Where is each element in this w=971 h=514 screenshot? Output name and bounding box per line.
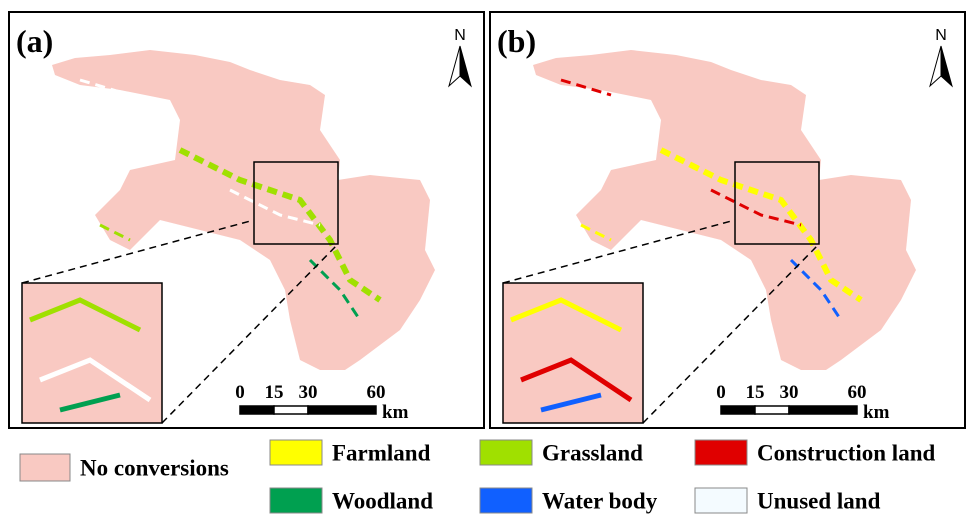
conversion-patch bbox=[178, 147, 382, 303]
conversion-patch bbox=[99, 223, 131, 242]
north-arrow bbox=[940, 45, 953, 88]
zoom-box bbox=[253, 161, 339, 245]
zoom-line bbox=[502, 219, 736, 284]
north-arrow bbox=[459, 45, 472, 88]
legend-label: No conversions bbox=[80, 456, 229, 481]
north-label: N bbox=[935, 27, 947, 44]
conversion-patch bbox=[79, 78, 131, 97]
inset-patch bbox=[540, 392, 602, 413]
conversion-patch bbox=[308, 258, 362, 321]
legend-label: Grassland bbox=[542, 441, 643, 466]
legend-swatch bbox=[269, 439, 323, 466]
legend-label: Farmland bbox=[332, 441, 431, 466]
scale-segment bbox=[754, 405, 790, 415]
legend-label: Unused land bbox=[757, 489, 881, 514]
inset-patch bbox=[520, 357, 633, 403]
legend-swatch bbox=[19, 453, 71, 482]
scale-unit: km bbox=[863, 402, 890, 423]
conversion-patch bbox=[580, 223, 612, 242]
inset-patch bbox=[29, 297, 142, 333]
zoom-line bbox=[161, 243, 339, 424]
scale-tick: 15 bbox=[746, 382, 765, 403]
legend-label: Woodland bbox=[332, 489, 433, 514]
conversion-patch bbox=[789, 258, 843, 321]
scale-segment bbox=[720, 405, 756, 415]
inset-patch bbox=[510, 297, 623, 333]
legend-swatch bbox=[694, 487, 748, 514]
scale-segment bbox=[239, 405, 275, 415]
scale-tick: 0 bbox=[716, 382, 726, 403]
legend-label: Water body bbox=[542, 489, 658, 514]
scale-tick: 30 bbox=[780, 382, 799, 403]
zoom-line bbox=[642, 243, 820, 424]
north-label: N bbox=[454, 27, 466, 44]
scale-tick: 0 bbox=[235, 382, 245, 403]
legend-swatch bbox=[479, 439, 533, 466]
zoom-box bbox=[734, 161, 820, 245]
scale-tick: 30 bbox=[299, 382, 318, 403]
conversion-patch bbox=[229, 188, 321, 227]
legend-swatch bbox=[694, 439, 748, 466]
conversion-patch bbox=[560, 78, 612, 97]
conversion-patch bbox=[710, 188, 802, 227]
scale-tick: 60 bbox=[367, 382, 386, 403]
legend-swatch bbox=[479, 487, 533, 514]
scale-segment bbox=[273, 405, 309, 415]
legend-label: Construction land bbox=[757, 441, 935, 466]
scale-segment bbox=[307, 405, 377, 415]
scale-unit: km bbox=[382, 402, 409, 423]
scale-tick: 15 bbox=[265, 382, 284, 403]
legend-swatch bbox=[269, 487, 323, 514]
conversion-patch bbox=[659, 147, 863, 303]
panel-label: (a) bbox=[16, 23, 53, 59]
scale-tick: 60 bbox=[848, 382, 867, 403]
zoom-line bbox=[21, 219, 255, 284]
inset-patch bbox=[39, 357, 152, 403]
panel-label: (b) bbox=[497, 23, 536, 59]
inset-patch bbox=[59, 392, 121, 413]
scale-segment bbox=[788, 405, 858, 415]
